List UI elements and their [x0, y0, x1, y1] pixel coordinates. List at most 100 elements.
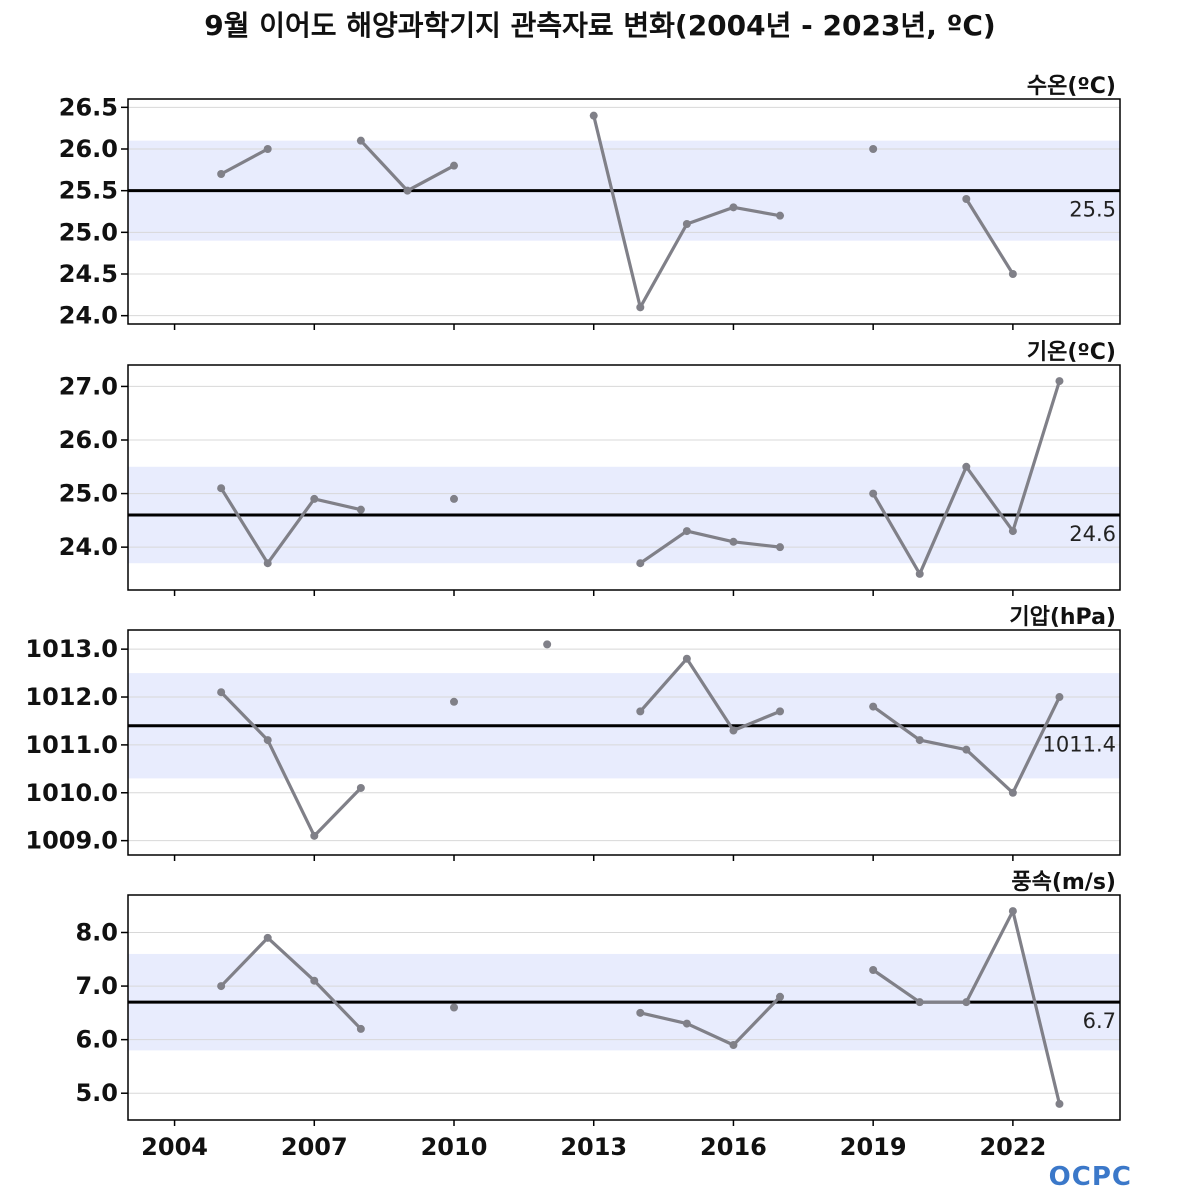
- data-point: [589, 111, 598, 120]
- series-line: [639, 995, 782, 1047]
- y-tick-label: 1011.0: [25, 731, 118, 759]
- data-point: [217, 484, 226, 493]
- data-point: [729, 1041, 738, 1049]
- data-point: [310, 831, 319, 840]
- panel-title: 풍속(m/s): [1011, 870, 1116, 895]
- y-tick-label: 1013.0: [25, 635, 118, 663]
- data-point: [263, 933, 272, 942]
- y-tick-label: 24.0: [59, 302, 118, 330]
- data-point: [356, 505, 365, 514]
- data-point: [450, 1003, 459, 1012]
- data-point: [636, 1008, 645, 1017]
- data-point: [776, 543, 785, 552]
- data-point: [310, 494, 319, 503]
- panel-frame: [127, 894, 1121, 1121]
- panel-frame: [127, 629, 1121, 856]
- panel-title: 기압(hPa): [1009, 605, 1116, 630]
- y-tick-label: 1009.0: [25, 827, 118, 855]
- panel-1: 24.0 24.5 25.0 25.5 26.0 26.5 25.5 수온(ºC): [59, 74, 1121, 330]
- series-line: [639, 657, 781, 733]
- data-point: [356, 136, 365, 145]
- series-line: [219, 487, 362, 565]
- data-point: [1055, 1099, 1064, 1108]
- x-tick-label: 2013: [560, 1133, 627, 1161]
- series-line: [964, 198, 1015, 275]
- data-point: [263, 145, 272, 153]
- panel-3: 1009.0 1010.0 1011.0 1012.0 1013.0 1011.4 기압(h…: [25, 605, 1121, 861]
- data-point: [869, 489, 878, 498]
- y-tick-label: 25.0: [59, 480, 118, 508]
- x-tick-label: 2010: [421, 1133, 488, 1161]
- data-point: [682, 654, 691, 663]
- data-point: [1008, 527, 1017, 536]
- data-point: [217, 688, 226, 697]
- data-point: [962, 195, 971, 203]
- series-line: [219, 691, 363, 838]
- series-line: [219, 936, 363, 1031]
- x-tick-label: 2019: [840, 1133, 907, 1161]
- data-point: [915, 569, 924, 578]
- panel-frame: [127, 98, 1121, 325]
- x-tick-label: 2007: [281, 1133, 348, 1161]
- y-tick-label: 27.0: [59, 372, 118, 400]
- data-point: [636, 303, 645, 312]
- data-point: [869, 145, 878, 153]
- data-point: [217, 170, 226, 178]
- data-point: [682, 220, 691, 228]
- data-point: [682, 527, 691, 536]
- y-tick-label: 1010.0: [25, 779, 118, 807]
- data-point: [962, 998, 971, 1007]
- mean-value-label: 6.7: [1083, 1009, 1116, 1033]
- data-point: [1055, 377, 1064, 386]
- data-point: [776, 707, 785, 716]
- mean-value-label: 25.5: [1069, 198, 1116, 222]
- panel-title: 기온(ºC): [1027, 340, 1116, 365]
- data-point: [776, 211, 785, 220]
- data-point: [356, 1024, 365, 1033]
- panel-title: 수온(ºC): [1027, 74, 1116, 99]
- y-tick-label: 24.5: [59, 260, 118, 288]
- y-tick-label: 8.0: [75, 919, 118, 947]
- y-tick-label: 26.0: [59, 135, 118, 163]
- y-tick-label: 5.0: [75, 1079, 118, 1107]
- data-point: [636, 707, 645, 716]
- data-point: [356, 783, 365, 792]
- panel-frame: [127, 364, 1121, 591]
- y-tick-label: 1012.0: [25, 683, 118, 711]
- mean-value-label: 1011.4: [1043, 733, 1116, 757]
- data-point: [962, 745, 971, 754]
- data-point: [962, 462, 971, 471]
- data-point: [729, 203, 738, 212]
- data-point: [1055, 693, 1064, 702]
- data-point: [869, 702, 878, 711]
- data-point: [263, 559, 272, 568]
- y-tick-label: 26.0: [59, 426, 118, 454]
- panel-4: 5.0 6.0 7.0 8.0 6.7 풍속(m/s): [75, 870, 1121, 1126]
- data-point: [915, 998, 924, 1007]
- data-point: [776, 992, 785, 1001]
- y-tick-label: 6.0: [75, 1026, 118, 1054]
- data-point: [636, 559, 645, 568]
- series-line: [220, 147, 269, 176]
- data-point: [1008, 270, 1017, 278]
- x-tick-label: 2022: [979, 1133, 1046, 1161]
- series-line: [639, 529, 781, 565]
- data-point: [869, 966, 878, 974]
- y-tick-label: 24.0: [59, 533, 118, 561]
- y-tick-label: 25.0: [59, 218, 118, 246]
- ocpc-logo: OCPC: [1048, 1162, 1132, 1192]
- data-point: [915, 736, 924, 745]
- data-point: [217, 982, 226, 991]
- data-point: [263, 736, 272, 745]
- data-point: [310, 976, 319, 985]
- data-point: [450, 161, 459, 170]
- x-tick-label: 2004: [141, 1133, 208, 1161]
- data-point: [450, 697, 459, 706]
- data-point: [1008, 788, 1017, 797]
- panel-2: 24.0 25.0 26.0 27.0 24.6 기온(ºC): [59, 340, 1121, 596]
- data-point: [682, 1019, 691, 1028]
- chart-title: 9월 이어도 해양과학기지 관측자료 변화(2004년 - 2023년, ºC): [204, 9, 996, 42]
- y-tick-label: 26.5: [59, 93, 118, 121]
- y-tick-label: 7.0: [75, 972, 118, 1000]
